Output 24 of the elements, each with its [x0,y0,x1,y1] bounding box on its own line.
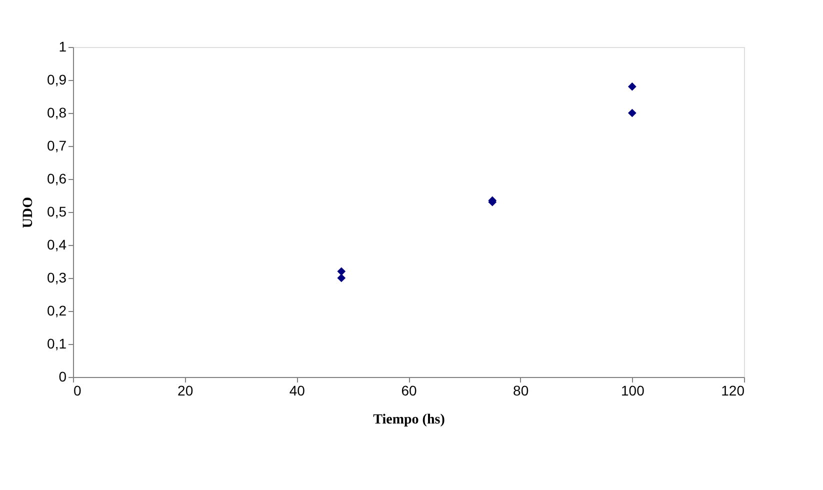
y-tick-label: 0,7 [47,138,67,154]
x-tick-label: 40 [289,382,306,398]
point [628,82,636,91]
y-tick-label: 0,3 [47,270,67,286]
x-tick-label: 20 [178,382,194,398]
x-tick-label: 80 [513,382,529,398]
x-tick-label: 0 [74,382,82,398]
y-tick-label: 0 [58,368,67,384]
x-axis-title: Tiempo (hs) [373,412,446,428]
y-tick-label: 0,4 [47,236,67,252]
point [337,267,346,276]
x-tick-label: 120 [721,382,745,398]
y-axis-title: UDO [21,196,36,228]
point [628,108,636,118]
y-tick-label: 0,1 [47,336,67,352]
y-tick-label: 1 [58,38,67,54]
y-tick-label: 0,6 [47,170,67,186]
y-tick-label: 0,9 [47,72,67,88]
point [337,274,346,282]
y-tick-label: 0,8 [47,104,67,120]
y-tick-label: 0,2 [47,302,67,318]
x-tick-label: 100 [620,382,645,398]
y-tick-label: 0,5 [47,204,67,220]
x-tick-label: 60 [401,382,417,398]
